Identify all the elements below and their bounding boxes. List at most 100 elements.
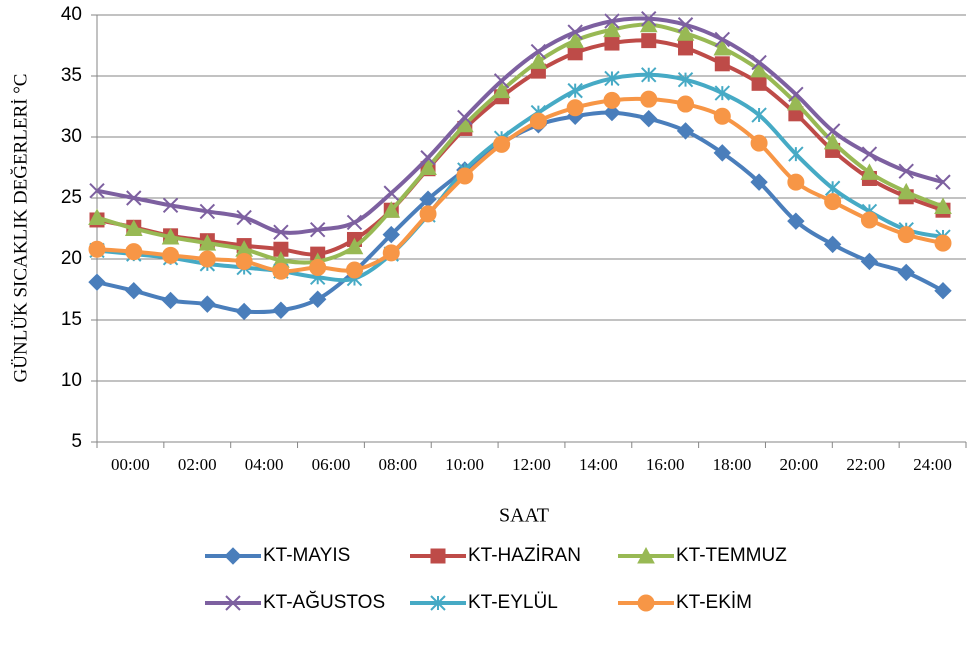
- data-point: [750, 173, 768, 191]
- legend-label: KT-MAYIS: [263, 545, 350, 566]
- data-point: [493, 135, 511, 153]
- data-point: [383, 185, 399, 201]
- data-point: [125, 282, 143, 300]
- data-point: [934, 197, 952, 215]
- data-point: [897, 182, 916, 200]
- legend-marker: [224, 547, 242, 565]
- data-point: [898, 163, 914, 179]
- data-point: [823, 132, 842, 150]
- data-point: [750, 134, 768, 152]
- data-point: [236, 209, 252, 226]
- x-tick-label: 12:00: [512, 455, 551, 474]
- data-point: [125, 243, 143, 261]
- data-point: [420, 150, 436, 166]
- data-point: [346, 214, 363, 231]
- data-point: [456, 167, 474, 185]
- y-tick-label: 40: [61, 4, 82, 25]
- series: [89, 67, 951, 287]
- data-point: [935, 174, 951, 190]
- data-point: [382, 225, 400, 244]
- x-tick-label: 16:00: [646, 455, 685, 474]
- x-tick-label: 22:00: [846, 455, 885, 474]
- x-tick-label: 08:00: [378, 455, 417, 474]
- x-tick-label: 20:00: [780, 455, 819, 474]
- data-point: [161, 291, 180, 310]
- data-point: [162, 246, 180, 264]
- data-point: [788, 86, 804, 103]
- data-point: [823, 235, 842, 254]
- data-point: [713, 144, 732, 162]
- data-point: [162, 197, 179, 214]
- data-point: [419, 205, 437, 223]
- data-point: [641, 67, 657, 83]
- legend-marker: [637, 594, 655, 612]
- data-point: [198, 295, 217, 313]
- legend-label: KT-TEMMUZ: [676, 545, 787, 566]
- data-point: [126, 190, 142, 206]
- data-point: [566, 31, 585, 49]
- data-point: [676, 122, 695, 140]
- series-line: [96, 72, 944, 283]
- data-point: [89, 182, 105, 199]
- data-point: [787, 93, 805, 111]
- y-axis-label: GÜNLÜK SICAKLIK DEĞERLERİ °C: [9, 74, 31, 383]
- data-point: [566, 99, 584, 117]
- data-point: [567, 82, 583, 99]
- y-tick-label: 20: [61, 248, 82, 269]
- legend-marker: [430, 595, 446, 611]
- data-point: [604, 35, 620, 51]
- data-point: [714, 56, 730, 72]
- data-point: [677, 71, 694, 88]
- data-point: [751, 54, 767, 71]
- data-point: [345, 261, 363, 279]
- data-point: [677, 95, 695, 113]
- data-point: [604, 13, 620, 29]
- data-point: [235, 252, 253, 270]
- series: [88, 15, 952, 269]
- data-point: [457, 109, 473, 126]
- data-point: [934, 282, 952, 300]
- data-point: [860, 252, 879, 271]
- data-point: [750, 60, 768, 78]
- data-point: [308, 290, 327, 308]
- data-point: [529, 112, 547, 130]
- data-point: [860, 211, 878, 229]
- x-tick-label: 00:00: [111, 455, 150, 474]
- data-point: [751, 107, 767, 123]
- x-tick-label: 24:00: [913, 455, 952, 474]
- data-point: [309, 259, 327, 277]
- x-tick-label: 02:00: [178, 455, 217, 474]
- data-point: [861, 146, 878, 162]
- legend-label: KT-EYLÜL: [468, 592, 558, 613]
- data-point: [603, 20, 621, 38]
- series-line: [96, 22, 944, 265]
- data-point: [787, 212, 805, 230]
- y-tick-label: 25: [61, 187, 82, 208]
- data-point: [677, 17, 694, 33]
- data-point: [88, 208, 106, 226]
- data-point: [788, 146, 804, 162]
- data-point: [824, 193, 842, 211]
- series: [88, 90, 952, 280]
- series-line: [96, 38, 944, 257]
- data-point: [493, 73, 510, 89]
- data-point: [567, 24, 583, 40]
- legend-label: KT-EKİM: [676, 592, 752, 613]
- data-point: [751, 75, 767, 91]
- data-point: [88, 273, 106, 291]
- y-tick-label: 5: [71, 431, 82, 452]
- data-point: [640, 90, 658, 108]
- data-point: [198, 250, 216, 268]
- legend-label: KT-HAZİRAN: [468, 545, 581, 566]
- data-point: [860, 163, 879, 180]
- data-point: [714, 85, 731, 101]
- data-point: [934, 234, 952, 252]
- data-point: [382, 201, 401, 218]
- data-point: [824, 123, 841, 139]
- data-point: [198, 234, 217, 251]
- data-point: [897, 226, 915, 244]
- legend-marker: [637, 546, 655, 564]
- data-point: [529, 52, 548, 69]
- data-point: [678, 40, 694, 56]
- data-point: [345, 237, 364, 255]
